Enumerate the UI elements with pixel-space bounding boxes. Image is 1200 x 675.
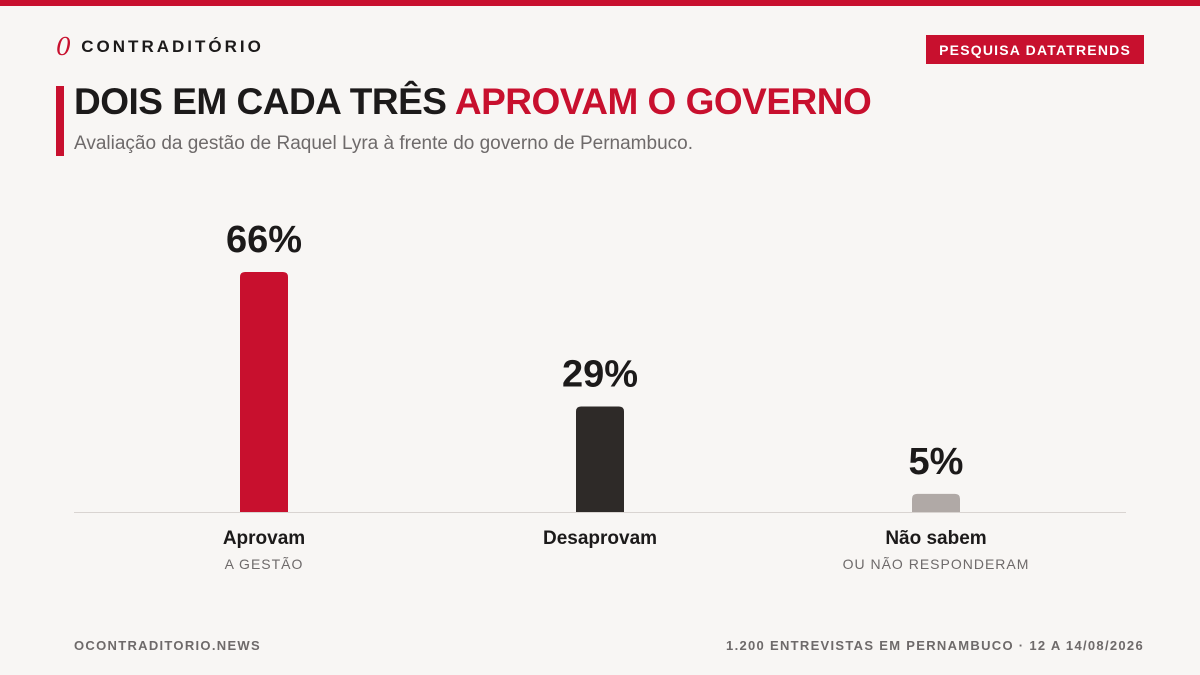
top-accent-bar — [0, 0, 1200, 6]
value-label-0: 66% — [226, 219, 302, 261]
bar-2 — [912, 493, 960, 512]
survey-badge: PESQUISA DATATRENDS — [926, 35, 1144, 64]
category-sublabel-2: OU NÃO RESPONDERAM — [842, 556, 1030, 572]
brand-logo: 0 CONTRADITÓRIO — [56, 34, 264, 60]
footer-note: 1.200 ENTREVISTAS EM PERNAMBUCO · 12 A 1… — [726, 638, 1144, 653]
footer-source: OCONTRADITORIO.NEWS — [74, 638, 261, 653]
brand-mark: 0 — [56, 33, 72, 61]
brand-name: CONTRADITÓRIO — [81, 37, 264, 56]
bar-1 — [576, 406, 624, 512]
value-label-1: 29% — [562, 354, 638, 396]
title-main: DOIS EM CADA TRÊS — [74, 81, 455, 122]
category-label-0: Aprovam — [222, 528, 306, 549]
category-label-1: Desaprovam — [542, 528, 658, 549]
category-sublabel-0: A GESTÃO — [224, 556, 304, 572]
page-title: DOIS EM CADA TRÊS APROVAM O GOVERNO — [74, 80, 872, 124]
bar-0 — [240, 272, 288, 512]
title-highlight: APROVAM O GOVERNO — [454, 81, 872, 122]
value-label-2: 5% — [909, 441, 964, 483]
title-accent-bar — [56, 86, 64, 156]
page-subtitle: Avaliação da gestão de Raquel Lyra à fre… — [74, 133, 693, 154]
category-label-2: Não sabem — [885, 528, 987, 549]
